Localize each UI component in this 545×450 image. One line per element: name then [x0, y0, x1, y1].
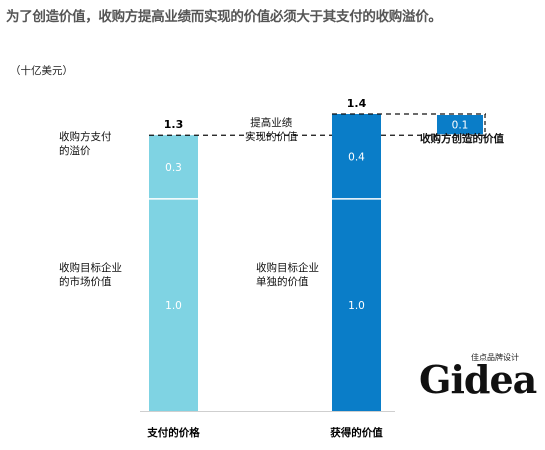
- total-value-label: 1.3: [164, 118, 184, 131]
- segment-value-label: 0.3: [165, 162, 182, 174]
- bar-segment: [332, 114, 381, 199]
- created-value-box: [437, 115, 483, 135]
- standalone-annotation: 收购目标企业 单独的价值: [256, 262, 319, 288]
- category-label: 获得的价值: [330, 426, 383, 439]
- segment-value-label: 0.4: [348, 151, 365, 163]
- bar-segment: [149, 135, 198, 199]
- category-label: 支付的价格: [146, 426, 200, 439]
- gidea-logo: 佳点品牌设计 Gidea: [419, 350, 545, 408]
- created-value-label: 0.1: [452, 120, 469, 132]
- market-value-annotation: 收购目标企业 的市场价值: [59, 262, 122, 288]
- bar-segment: [332, 198, 381, 411]
- improvement-annotation: 提高业绩 实现的价值: [245, 117, 298, 143]
- premium-annotation: 收购方支付 的溢价: [59, 131, 112, 157]
- logo-subtitle: 佳点品牌设计: [471, 353, 519, 362]
- created-value-annotation: 收购方创造的价值: [420, 133, 504, 145]
- chart-title: 为了创造价值，收购方提高业绩而实现的价值必须大于其支付的收购溢价。: [6, 9, 442, 25]
- segment-value-label: 1.0: [165, 300, 182, 312]
- unit-label: （十亿美元）: [10, 65, 73, 77]
- bar-segment: [149, 198, 198, 411]
- total-value-label: 1.4: [347, 97, 367, 110]
- logo-wordmark: Gidea: [419, 357, 537, 402]
- segment-value-label: 1.0: [348, 300, 365, 312]
